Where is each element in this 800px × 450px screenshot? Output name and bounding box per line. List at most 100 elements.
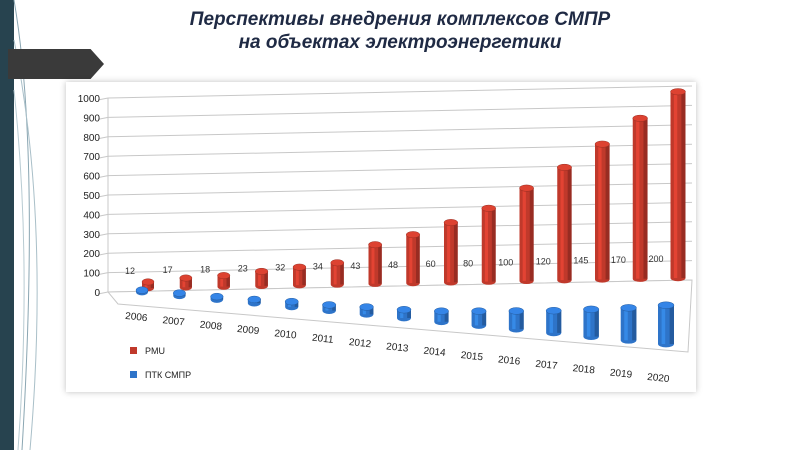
pmu-bar-shadow [378,244,382,284]
arrow-tab [8,49,104,79]
gridline-depth [97,136,109,140]
gridline-depth [97,272,109,276]
ptk-bar-shadow [519,310,524,330]
ptk-bar [657,301,675,348]
pmu-bar-shadow [681,91,686,278]
ptk-bar-top [620,304,637,312]
ptk-bar-top [210,292,224,301]
ptk-bar [396,306,412,322]
ptk-bar [322,301,337,314]
title-line-2: на объектах электроэнергетики [238,32,562,53]
gridline [107,104,693,118]
y-tick-label: 200 [83,249,100,260]
data-label: 43 [350,261,360,271]
pmu-bar [255,267,269,290]
pmu-bar-top [557,163,572,171]
ptk-bar-shadow [332,304,336,311]
gridline [107,260,693,274]
y-tick-label: 100 [83,269,100,280]
ptk-bar-top [396,306,412,314]
y-tick-label: 300 [83,230,100,241]
gridline-depth [97,291,109,295]
pmu-bar-highlight [598,144,602,280]
pmu-bar-top [632,114,648,122]
left-accent-stripe [0,0,14,450]
pmu-bar-shadow [302,267,306,286]
data-label: 100 [498,257,513,267]
pmu-bar-highlight [220,275,224,287]
gridline [107,240,693,254]
pmu-bar-highlight [371,244,375,284]
ptk-bar-top [322,301,337,309]
chart-legend: PMU ПТК СМПР [130,346,191,380]
pmu-bar-top [330,259,345,267]
pmu-bar-top [443,219,458,226]
gridline [107,143,693,157]
y-tick-label: 800 [83,133,100,144]
x-tick-label: 2008 [199,320,223,333]
ptk-bar [284,297,299,311]
x-tick-label: 2019 [609,368,633,381]
pmu-bar-shadow [643,118,648,279]
ptk-bar [434,307,449,326]
gridline [107,201,693,215]
ptk-bar [247,295,261,307]
ptk-bar [508,307,524,333]
gridline-depth [97,233,109,237]
y-tick-label: 600 [83,172,100,183]
ptk-bar-top [583,305,600,313]
ptk-bar-highlight [362,306,366,315]
data-label: 32 [275,263,285,273]
ptk-bar-highlight [437,311,441,322]
data-label: 17 [163,265,173,275]
y-tick-label: 400 [83,210,100,221]
pmu-bar-top [519,184,534,192]
x-tick-label: 2014 [423,346,447,359]
ptk-bar-highlight [586,309,591,337]
data-label: 23 [238,263,248,273]
ptk-bar-highlight [661,305,666,344]
ptk-bar-shadow [594,309,599,337]
y-tick-label: 500 [83,191,100,202]
ptk-bar-top [657,301,675,309]
pmu-bar [179,274,193,291]
ptk-bar-shadow [632,307,637,341]
ptk-bar [620,304,637,344]
x-tick-label: 2015 [460,350,484,363]
gridline-depth [97,213,109,217]
data-label: 120 [536,257,551,267]
slide-title: Перспективы внедрения комплексов СМПР на… [130,8,670,54]
pmu-bar [406,231,420,287]
gridline [107,163,693,177]
gridline-depth [97,194,109,198]
ptk-bar-top [434,307,449,315]
pmu-bar-top [292,263,307,271]
legend-swatch [130,347,137,354]
pmu-bar-shadow [567,167,572,281]
pmu-bar-top [670,88,686,96]
pmu-bar-highlight [560,167,564,281]
ptk-bar [173,289,186,300]
pmu-bar [217,272,231,290]
gridline-depth [97,155,109,159]
y-tick-label: 700 [83,152,100,163]
ptk-bar [583,305,600,340]
pmu-bar-shadow [340,262,344,285]
gridline-depth [97,116,109,120]
pmu-bar-top [255,267,269,275]
pmu-bar-highlight [409,234,413,283]
gridline-depth [97,175,109,179]
gridline [107,124,693,138]
ptk-bar [210,292,224,303]
pmu-bar-top [406,231,420,239]
pmu-bar-shadow [605,144,610,280]
ptk-bar [359,303,374,318]
gridline [107,221,693,235]
pmu-bar [594,140,610,283]
pmu-bar [632,114,648,282]
data-label: 200 [648,254,663,264]
x-tick-label: 2020 [647,372,671,385]
ptk-bar-top [135,286,149,294]
chart-axes: 0 100 200 300 400 500 600 700 800 900 1000 2006 2007… [78,94,671,385]
chart-labels: 12 17 18 23 32 34 43 48 60 80 100 120 145 170 200 [125,254,664,276]
